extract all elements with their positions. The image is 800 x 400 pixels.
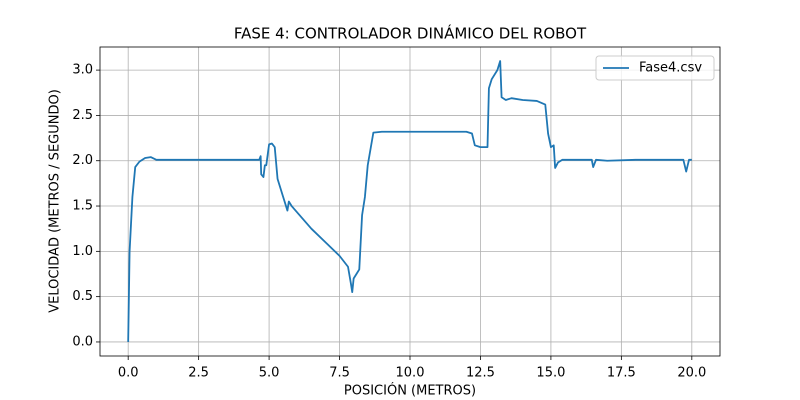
x-tick-label: 2.5: [188, 366, 209, 381]
y-axis-label: VELOCIDAD (METROS / SEGUNDO): [48, 89, 63, 313]
chart-title: FASE 4: CONTROLADOR DINÁMICO DEL ROBOT: [234, 24, 587, 43]
legend-label: Fase4.csv: [639, 61, 702, 76]
x-tick-label: 10.0: [396, 366, 425, 381]
y-tick-label: 2.0: [72, 153, 93, 168]
x-tick-label: 7.5: [329, 366, 350, 381]
data-line: [127, 60, 692, 342]
x-tick-label: 17.5: [607, 366, 636, 381]
x-axis-label: POSICIÓN (METROS): [344, 383, 476, 399]
y-tick-label: 3.0: [72, 63, 93, 78]
y-tick-label: 0.0: [72, 334, 93, 349]
legend-box: [595, 55, 715, 81]
x-tick-label: 20.0: [677, 366, 706, 381]
y-tick-label: 0.5: [72, 289, 93, 304]
x-tick-label: 15.0: [536, 366, 565, 381]
y-tick-label: 1.0: [72, 244, 93, 259]
y-tick-label: 1.5: [72, 199, 93, 214]
x-tick-label: 5.0: [259, 366, 280, 381]
x-tick-label: 12.5: [466, 366, 495, 381]
y-tick-label: 2.5: [72, 108, 93, 123]
axes-frame: [99, 46, 721, 357]
x-tick-label: 0.0: [118, 366, 139, 381]
